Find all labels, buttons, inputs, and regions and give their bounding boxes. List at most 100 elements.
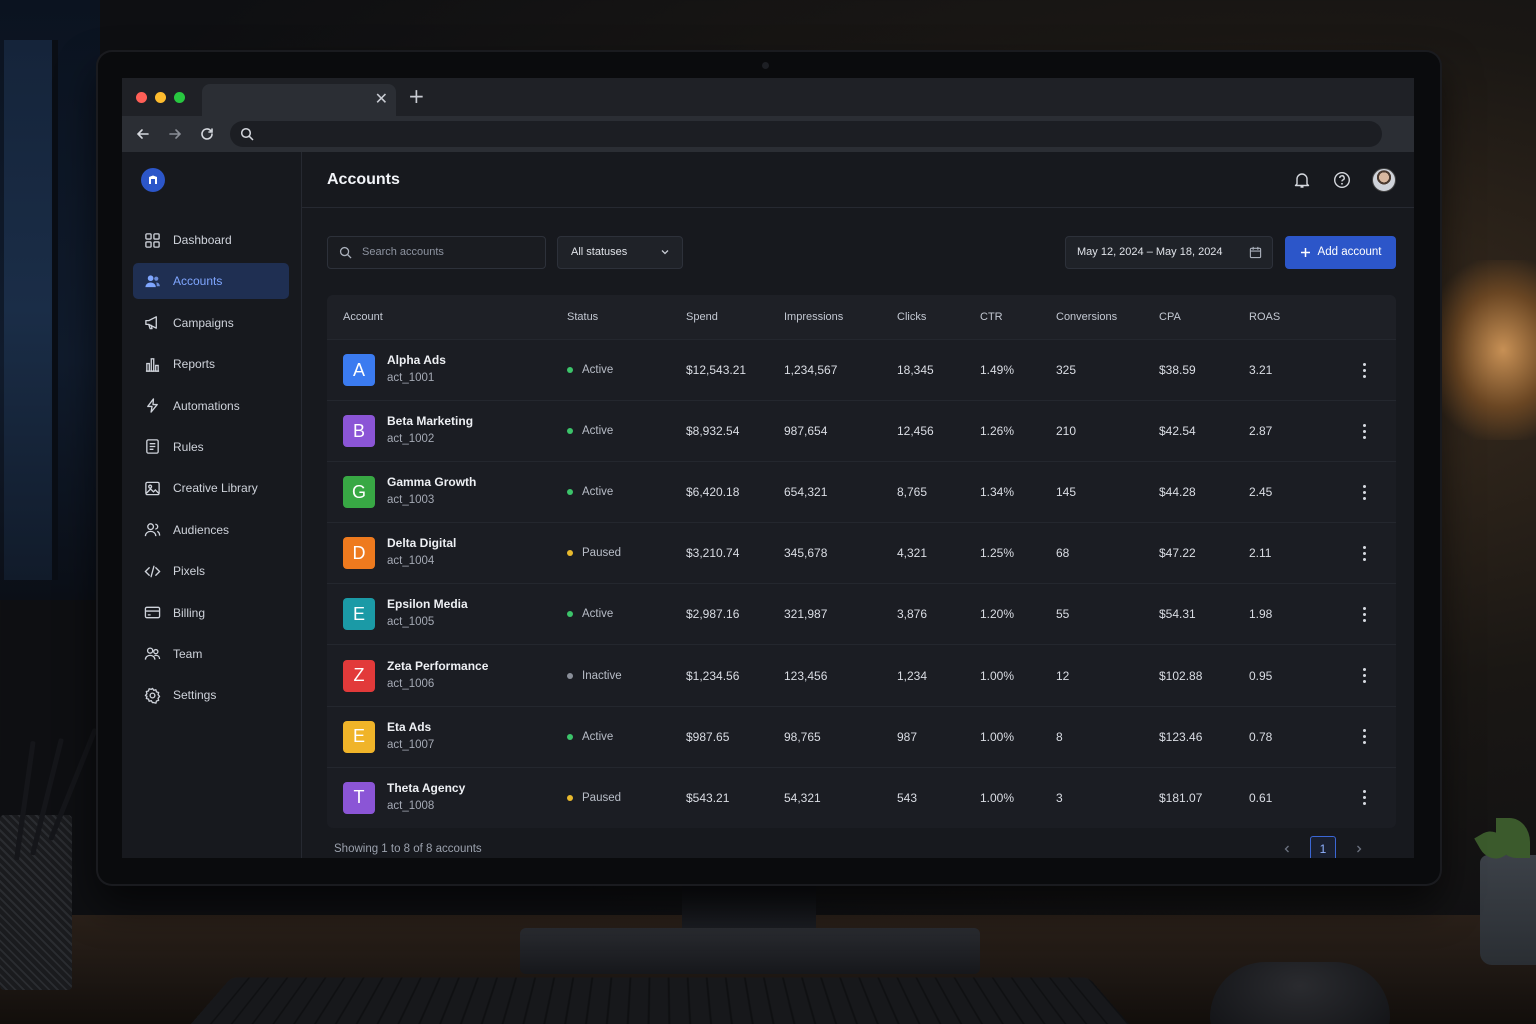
column-header-cpa[interactable]: CPA <box>1159 311 1181 323</box>
tab-close-icon[interactable]: ✕ <box>374 89 388 108</box>
account-name[interactable]: Gamma Growth <box>387 475 477 490</box>
column-header-roas[interactable]: ROAS <box>1249 311 1281 323</box>
column-header-spend[interactable]: Spend <box>686 311 718 323</box>
browser-tab[interactable]: ✕ <box>202 84 396 116</box>
column-header-account[interactable]: Account <box>343 311 383 323</box>
row-actions <box>1319 423 1396 439</box>
impressions-cell: 987,654 <box>784 424 828 439</box>
status-dot <box>567 367 573 374</box>
more-vertical-icon[interactable] <box>1362 545 1366 561</box>
sidebar-item-billing[interactable]: Billing <box>133 595 289 631</box>
table-row[interactable]: Z Zeta Performance act_1006 Inactive $1,234.… <box>327 644 1396 705</box>
browser-toolbar <box>122 116 1414 152</box>
account-name[interactable]: Zeta Performance <box>387 658 489 673</box>
add-account-button[interactable]: Add account <box>1285 235 1396 269</box>
account-name[interactable]: Beta Marketing <box>387 414 474 429</box>
more-vertical-icon[interactable] <box>1362 362 1366 378</box>
column-header-conversions[interactable]: Conversions <box>1056 311 1118 323</box>
date-range-picker[interactable]: May 12, 2024 – May 18, 2024 <box>1065 235 1273 269</box>
account-info: Gamma Growth act_1003 <box>387 474 476 510</box>
account-name[interactable]: Theta Agency <box>387 780 466 795</box>
column-header-clicks[interactable]: Clicks <box>897 311 927 323</box>
sidebar-item-automations[interactable]: Automations <box>133 388 289 424</box>
ctr-cell: 1.49% <box>980 363 1015 378</box>
ctr-cell: 1.00% <box>980 668 1015 683</box>
account-cell: T Theta Agency act_1008 <box>327 780 567 816</box>
bell-icon[interactable] <box>1292 170 1312 190</box>
table-row[interactable]: E Epsilon Media act_1005 Active $2,987.16 321… <box>327 583 1396 644</box>
account-name[interactable]: Alpha Ads <box>387 353 446 368</box>
status-badge: Active <box>582 425 614 438</box>
sidebar-item-accounts[interactable]: Accounts <box>133 263 289 300</box>
more-vertical-icon[interactable] <box>1362 790 1366 806</box>
address-bar[interactable] <box>230 121 1382 147</box>
status-badge: Active <box>582 364 614 377</box>
help-icon[interactable] <box>1332 170 1352 190</box>
reload-icon[interactable] <box>198 125 216 143</box>
sidebar-item-pixels[interactable]: Pixels <box>133 553 289 589</box>
more-vertical-icon[interactable] <box>1362 484 1366 500</box>
search-input[interactable]: Search accounts <box>327 235 546 269</box>
clicks-cell: 8,765 <box>897 485 928 500</box>
table-row[interactable]: G Gamma Growth act_1003 Active $6,420.18 654,… <box>327 461 1396 522</box>
app: Dashboard Accounts Campaigns Reports Aut… <box>122 152 1414 858</box>
sidebar-item-dashboard[interactable]: Dashboard <box>133 222 289 258</box>
column-header-impressions[interactable]: Impressions <box>784 311 844 323</box>
sidebar-item-team[interactable]: Team <box>133 636 289 672</box>
conversions-cell: 145 <box>1056 485 1077 500</box>
sidebar-item-creative-library[interactable]: Creative Library <box>133 470 289 506</box>
account-avatar: Z <box>343 659 375 692</box>
roas-cell: 2.45 <box>1249 485 1273 500</box>
account-name[interactable]: Eta Ads <box>387 719 432 734</box>
app-logo-icon[interactable] <box>141 168 165 192</box>
minimize-window-button[interactable] <box>155 91 166 103</box>
account-avatar: G <box>343 476 375 509</box>
sidebar-item-reports[interactable]: Reports <box>133 346 289 382</box>
spend-cell: $12,543.21 <box>686 363 747 378</box>
window-controls <box>136 91 185 103</box>
sidebar-item-label: Pixels <box>173 564 206 579</box>
table-row[interactable]: E Eta Ads act_1007 Active $987.65 98,765 987 1.… <box>327 705 1396 767</box>
account-name[interactable]: Epsilon Media <box>387 597 468 612</box>
more-vertical-icon[interactable] <box>1362 606 1366 622</box>
table-row[interactable]: A Alpha Ads act_1001 Active $12,543.21 1,234,… <box>327 339 1396 400</box>
spend-cell: $8,932.54 <box>686 424 740 439</box>
page-button-current[interactable]: 1 <box>1310 835 1336 858</box>
chevron-left-icon[interactable] <box>1274 836 1300 858</box>
close-window-button[interactable] <box>136 91 147 103</box>
page-title: Accounts <box>327 170 400 188</box>
filter-bar: Search accounts All statuses May 12, 202… <box>302 208 1414 278</box>
cpa-cell: $123.46 <box>1159 729 1203 744</box>
sidebar-item-rules[interactable]: Rules <box>133 429 289 465</box>
sidebar-item-audiences[interactable]: Audiences <box>133 512 289 548</box>
clicks-cell: 543 <box>897 790 918 805</box>
account-name[interactable]: Delta Digital <box>387 536 457 551</box>
chevron-right-icon[interactable] <box>1346 836 1372 858</box>
sidebar-item-label: Automations <box>173 398 240 413</box>
status-badge: Active <box>582 608 614 621</box>
more-vertical-icon[interactable] <box>1362 729 1366 745</box>
sidebar-item-campaigns[interactable]: Campaigns <box>133 305 289 341</box>
column-header-ctr[interactable]: CTR <box>980 311 1003 323</box>
new-tab-plus-icon[interactable]: + <box>408 84 425 108</box>
more-vertical-icon[interactable] <box>1362 668 1366 684</box>
status-cell: Paused <box>567 547 686 559</box>
mouse <box>1210 962 1390 1024</box>
forward-arrow-icon[interactable] <box>166 125 184 143</box>
pagination: 1 <box>1274 835 1372 858</box>
more-vertical-icon[interactable] <box>1362 423 1366 439</box>
table-row[interactable]: B Beta Marketing act_1002 Active $8,932.54 98… <box>327 400 1396 461</box>
sidebar-item-label: Team <box>173 646 203 661</box>
back-arrow-icon[interactable] <box>134 125 152 143</box>
sidebar-item-settings[interactable]: Settings <box>133 677 289 713</box>
account-id: act_1008 <box>387 799 435 812</box>
table-row[interactable]: T Theta Agency act_1008 Paused $543.21 54,321… <box>327 766 1396 828</box>
maximize-window-button[interactable] <box>174 91 185 103</box>
sidebar-item-label: Audiences <box>173 522 230 537</box>
cpa-cell: $181.07 <box>1159 790 1203 805</box>
status-filter-select[interactable]: All statuses <box>557 235 683 269</box>
avatar[interactable] <box>1372 167 1396 192</box>
column-header-status[interactable]: Status <box>567 311 599 323</box>
account-avatar: T <box>343 781 375 814</box>
table-row[interactable]: D Delta Digital act_1004 Paused $3,210.74 345… <box>327 522 1396 583</box>
